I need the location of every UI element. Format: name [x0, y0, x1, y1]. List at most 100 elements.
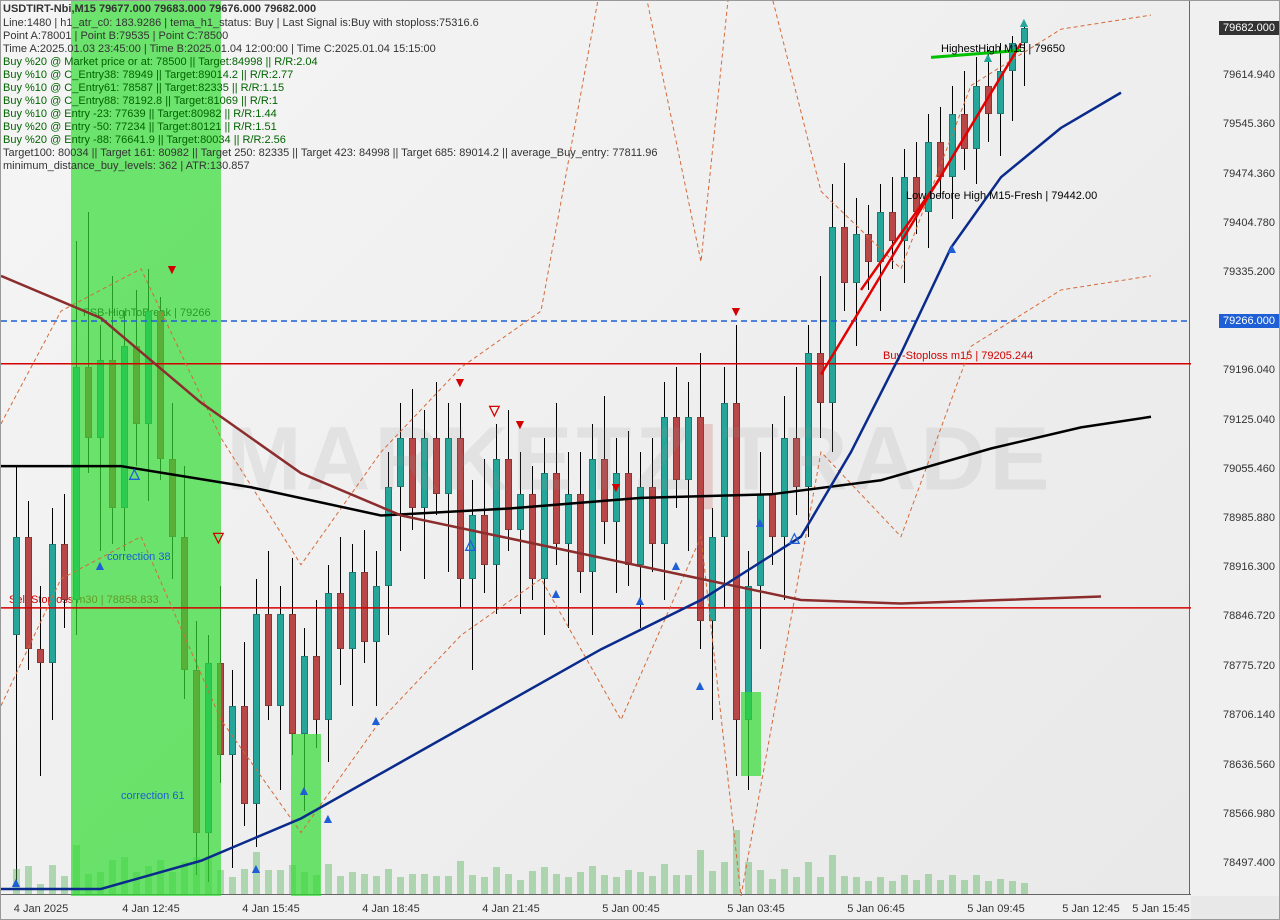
volume-bar: [505, 874, 512, 897]
volume-bar: [541, 867, 548, 896]
volume-bar: [421, 874, 428, 897]
y-tick: 79545.360: [1223, 118, 1275, 130]
x-tick: 4 Jan 2025: [14, 903, 68, 915]
volume-bar: [721, 862, 728, 896]
y-axis: 79682.00079614.94079545.36079474.3607940…: [1189, 1, 1279, 896]
volume-bar: [529, 871, 536, 896]
volume-bar: [361, 874, 368, 897]
volume-bar: [409, 874, 416, 897]
signal-arrow-icon: ▼: [453, 374, 467, 390]
candle: [995, 1, 1006, 896]
info-line: Buy %10 @ C_Entry61: 78587 || Target:823…: [3, 82, 284, 94]
candle: [863, 1, 874, 896]
candle: [467, 1, 478, 896]
x-tick: 4 Jan 21:45: [482, 903, 540, 915]
candle: [791, 1, 802, 896]
candle: [611, 1, 622, 896]
info-line: Buy %10 @ C_Entry88: 78192.8 || Target:8…: [3, 95, 278, 107]
signal-arrow-icon: ▼: [609, 479, 623, 495]
y-tick: 78497.400: [1223, 857, 1275, 869]
info-line: minimum_distance_buy_levels: 362 | ATR:1…: [3, 160, 250, 172]
signal-arrow-icon: ▽: [213, 529, 224, 546]
volume-bar: [553, 874, 560, 897]
y-tick: 78775.720: [1223, 660, 1275, 672]
candle: [803, 1, 814, 896]
volume-bar: [781, 869, 788, 897]
volume-bar: [445, 876, 452, 896]
candle: [335, 1, 346, 896]
candle: [539, 1, 550, 896]
signal-arrow-icon: ▼: [165, 261, 179, 277]
volume-bar: [577, 872, 584, 896]
signal-arrow-icon: ▼: [513, 416, 527, 432]
candle: [767, 1, 778, 896]
volume-bar: [829, 855, 836, 896]
x-axis: 4 Jan 2025 4 Jan 12:45 4 Jan 15:45 4 Jan 18…: [1, 894, 1191, 919]
info-line: Buy %20 @ Market price or at: 78500 || T…: [3, 56, 318, 68]
candle: [491, 1, 502, 896]
candle: [707, 1, 718, 896]
volume-bar: [685, 875, 692, 896]
volume-bar: [757, 870, 764, 896]
candle: [635, 1, 646, 896]
x-tick: 5 Jan 03:45: [727, 903, 785, 915]
candle: [911, 1, 922, 896]
annotation: correction 61: [121, 790, 185, 802]
signal-arrow-icon: ▽: [489, 402, 500, 419]
trading-chart[interactable]: MARKETZ|TRADE USDTIRT-Nbi,M15 79677.000 …: [0, 0, 1280, 920]
y-tick: 79125.040: [1223, 414, 1275, 426]
signal-arrow-icon: ▲: [321, 810, 335, 826]
signal-arrow-icon: ▲: [1017, 14, 1031, 30]
signal-arrow-icon: ▲: [669, 557, 683, 573]
candle: [383, 1, 394, 896]
candle: [587, 1, 598, 896]
candle: [371, 1, 382, 896]
volume-bar: [457, 861, 464, 896]
candle: [923, 1, 934, 896]
info-line: Time A:2025.01.03 23:45:00 | Time B:2025…: [3, 43, 436, 55]
candle: [875, 1, 886, 896]
volume-bar: [49, 865, 56, 896]
x-tick: 4 Jan 15:45: [242, 903, 300, 915]
volume-bar: [337, 876, 344, 896]
info-line: Line:1480 | h1_atr_c0: 183.9286 | tema_h…: [3, 17, 479, 29]
x-tick: 4 Jan 12:45: [122, 903, 180, 915]
y-tick: 78636.560: [1223, 759, 1275, 771]
signal-arrow-icon: △: [789, 529, 800, 546]
info-line: Buy %10 @ C_Entry38: 78949 || Target:890…: [3, 69, 293, 81]
candle: [1019, 1, 1030, 896]
y-tick: 79055.460: [1223, 463, 1275, 475]
signal-arrow-icon: ▲: [753, 514, 767, 530]
signal-arrow-icon: ▲: [297, 782, 311, 798]
info-line: Point A:78001 | Point B:79535 | Point C:…: [3, 30, 228, 42]
signal-arrow-icon: ▲: [693, 677, 707, 693]
x-tick: 5 Jan 06:45: [847, 903, 905, 915]
volume-bar: [385, 869, 392, 897]
y-tick: 78846.720: [1223, 610, 1275, 622]
volume-bar: [589, 866, 596, 896]
volume-bar: [25, 866, 32, 896]
volume-bar: [745, 862, 752, 896]
candle: [431, 1, 442, 896]
x-tick: 4 Jan 18:45: [362, 903, 420, 915]
volume-bar: [709, 871, 716, 896]
signal-arrow-icon: △: [129, 465, 140, 482]
plot-area[interactable]: USDTIRT-Nbi,M15 79677.000 79683.000 7967…: [1, 1, 1191, 896]
x-tick: 5 Jan 12:45: [1062, 903, 1120, 915]
volume-bar: [661, 864, 668, 897]
candle: [347, 1, 358, 896]
candle: [695, 1, 706, 896]
y-tick: 79614.940: [1223, 69, 1275, 81]
candle: [563, 1, 574, 896]
candle: [575, 1, 586, 896]
volume-bar: [61, 876, 68, 896]
candle: [1007, 1, 1018, 896]
y-tick: 78985.880: [1223, 512, 1275, 524]
candle: [983, 1, 994, 896]
signal-arrow-icon: ▼: [729, 303, 743, 319]
candle: [647, 1, 658, 896]
y-tick: 79335.200: [1223, 266, 1275, 278]
candle: [551, 1, 562, 896]
candle: [779, 1, 790, 896]
y-tick: 78916.300: [1223, 561, 1275, 573]
